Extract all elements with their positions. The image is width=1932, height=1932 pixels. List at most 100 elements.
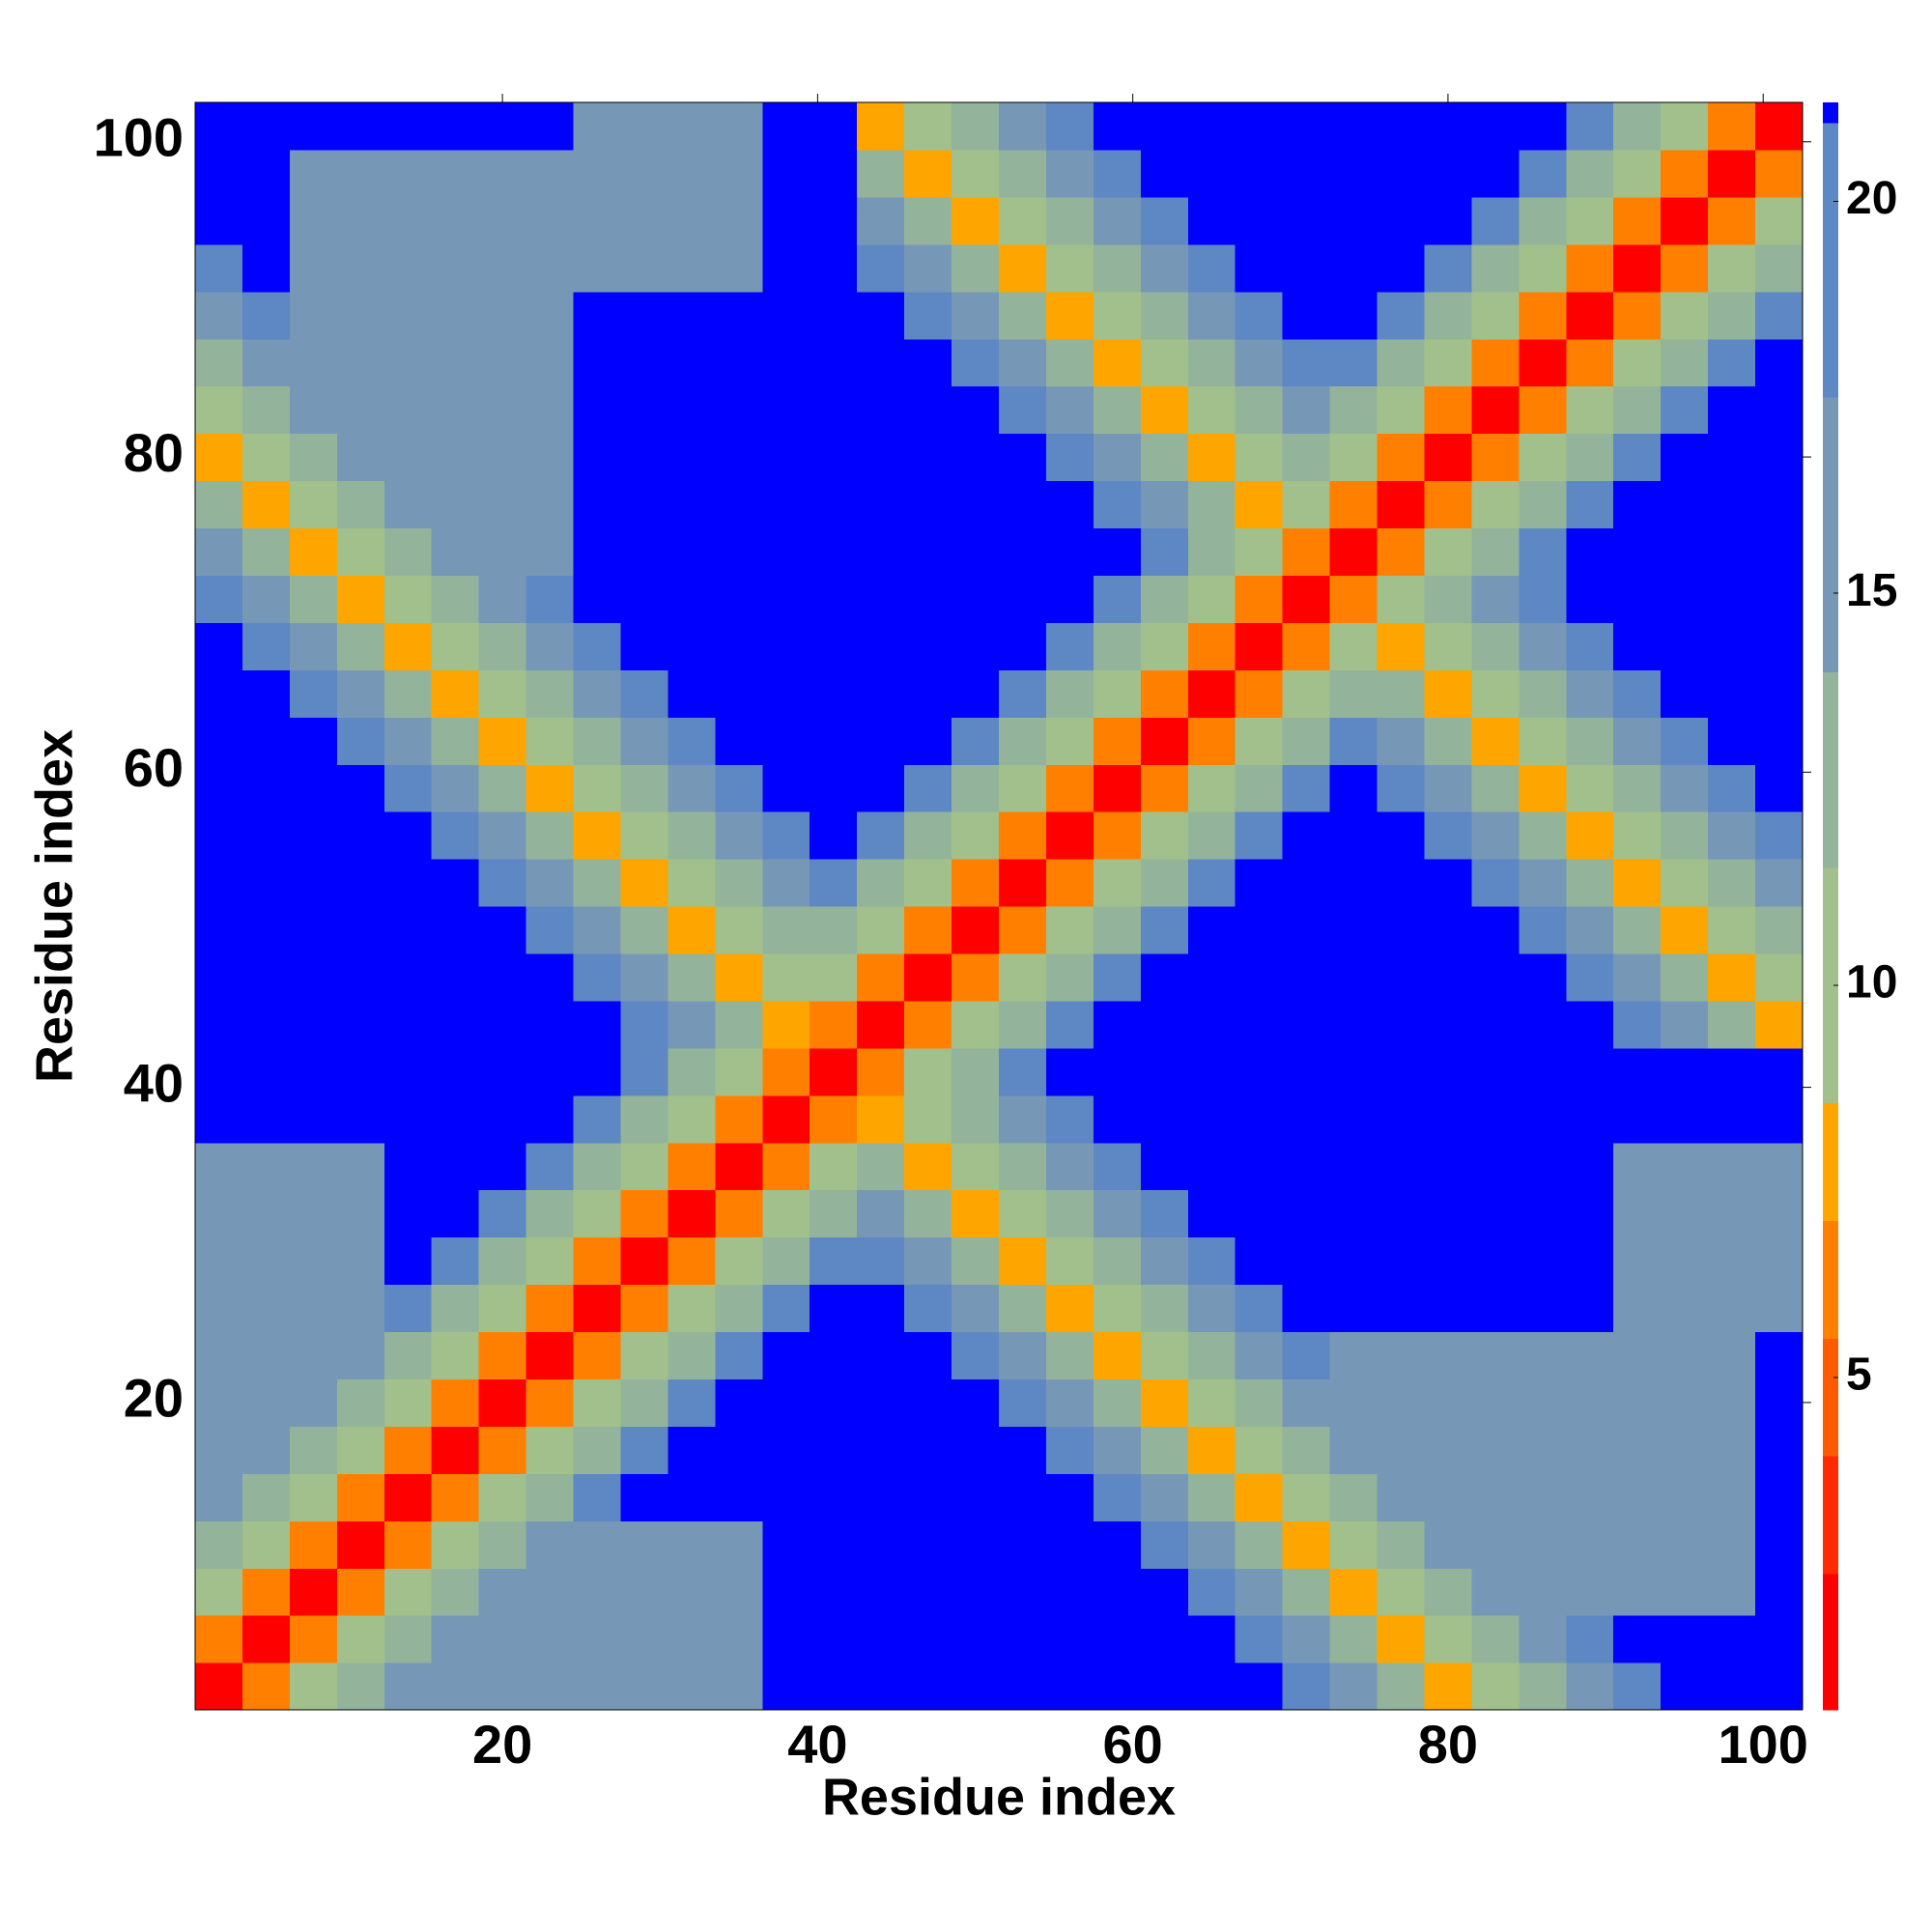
heatmap-cell [762,1236,810,1286]
heatmap-cell [336,480,385,529]
heatmap-cell [904,480,952,529]
heatmap-cell [857,1378,905,1427]
heatmap-cell [1708,102,1756,151]
heatmap-cell [952,575,1000,623]
heatmap-cell [478,480,527,529]
heatmap-cell [195,291,243,340]
heatmap-cell [1519,385,1567,435]
heatmap-cell [1566,1236,1614,1286]
heatmap-cell [715,952,763,1002]
heatmap-cell [1329,1142,1378,1191]
heatmap-cell [431,669,480,718]
heatmap-cell [1235,1520,1284,1569]
heatmap-cell [1377,338,1426,387]
heatmap-cell [1566,1047,1614,1096]
heatmap-cell [904,811,952,860]
heatmap-cell [1661,1378,1709,1427]
heatmap-cell [1235,243,1284,293]
heatmap-cell [1140,1331,1189,1380]
heatmap-cell [810,906,858,954]
heatmap-cell [336,527,385,577]
heatmap-cell [431,480,480,529]
heatmap-cell [242,1426,291,1474]
heatmap-cell [289,764,338,812]
heatmap-cell [1235,717,1284,765]
heatmap-cell [952,1520,1000,1569]
heatmap-cell [857,196,905,245]
heatmap-cell [526,527,575,577]
heatmap-cell [1471,196,1520,245]
heatmap-cell [1187,1047,1236,1096]
heatmap-cell [810,385,858,435]
heatmap-cell [1471,149,1520,198]
heatmap-cell [1377,102,1426,151]
heatmap-cell [1140,243,1189,293]
heatmap-cell [810,1094,858,1144]
heatmap-cell [478,906,527,954]
heatmap-cell [1661,1426,1709,1474]
heatmap-cell [1424,102,1473,151]
heatmap-cell [1282,433,1331,482]
heatmap-cell [1235,1473,1284,1521]
heatmap-cell [810,622,858,670]
heatmap-cell [573,575,622,623]
heatmap-cell [1093,480,1142,529]
heatmap-cell [1093,1473,1142,1521]
heatmap-cell [1566,385,1614,435]
heatmap-cell [1755,859,1804,907]
heatmap-cell [1755,1473,1804,1521]
heatmap-cell [999,1284,1047,1333]
heatmap-cell [1093,1520,1142,1569]
heatmap-cell [242,575,291,623]
heatmap-cell [904,1331,952,1380]
heatmap-cell [1093,338,1142,387]
heatmap-cell [1187,196,1236,245]
heatmap-cell [1045,1426,1094,1474]
heatmap-cell [1377,1094,1426,1144]
heatmap-cell [668,1236,716,1286]
heatmap-cell [1613,1047,1662,1096]
heatmap-cell [1519,1094,1567,1144]
heatmap-cell [1045,291,1094,340]
heatmap-cell [857,291,905,340]
heatmap-cell [857,1662,905,1711]
heatmap-cell [1755,1189,1804,1238]
heatmap-cell [1140,1520,1189,1569]
heatmap-cell [431,243,480,293]
heatmap-cell [1519,811,1567,860]
heatmap-cell [384,1284,433,1333]
heatmap-cell [1566,338,1614,387]
heatmap-cell [999,1662,1047,1711]
heatmap-cell [1613,859,1662,907]
heatmap-cell [1566,243,1614,293]
heatmap-cell [1282,1094,1331,1144]
heatmap-cell [668,1094,716,1144]
heatmap-cell [336,952,385,1002]
colorbar-band [1823,102,1838,124]
heatmap-cell [999,527,1047,577]
heatmap-cell [1377,1520,1426,1569]
heatmap-cell [431,952,480,1002]
heatmap-cell [952,149,1000,198]
heatmap-cell [904,433,952,482]
heatmap-cell [1187,1426,1236,1474]
heatmap-cell [762,480,810,529]
heatmap-cell [1140,717,1189,765]
heatmap-cell [1045,1142,1094,1191]
heatmap-cell [1755,291,1804,340]
heatmap-cell [1471,1473,1520,1521]
heatmap-cell [1424,575,1473,623]
heatmap-cell [715,1189,763,1238]
x-tick-label: 80 [1418,1714,1478,1775]
heatmap-cell [620,1047,669,1096]
heatmap-cell [762,622,810,670]
heatmap-cell [1471,1047,1520,1096]
heatmap-cell [715,385,763,435]
heatmap-cell [620,480,669,529]
heatmap-cell [810,243,858,293]
heatmap-cell [715,338,763,387]
heatmap-cell [1093,1615,1142,1663]
heatmap-cell [526,1662,575,1711]
heatmap-cell [668,527,716,577]
heatmap-cell [242,338,291,387]
